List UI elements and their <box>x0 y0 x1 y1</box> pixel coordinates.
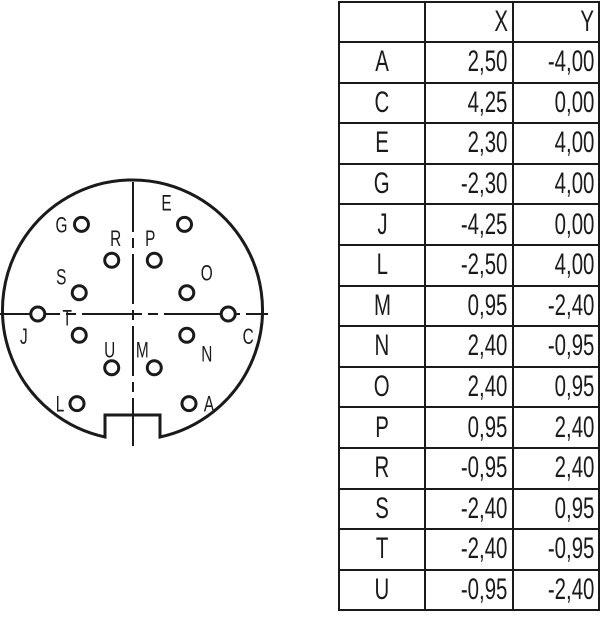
connector-pinout-diagram: A C E G J L M N O PR ST U <box>0 178 268 446</box>
cell-pin: E <box>337 122 427 165</box>
cell-pin: N <box>337 325 427 368</box>
pin-label: N <box>201 343 212 367</box>
table-row: J -4,25 0,00 <box>337 203 600 246</box>
pin-label: O <box>201 262 213 286</box>
pin-contact <box>219 305 237 323</box>
table-row: E 2,30 4,00 <box>337 122 600 165</box>
cell-pin: U <box>337 568 427 612</box>
cell-x: -2,40 <box>424 487 514 531</box>
pin-label: C <box>243 325 254 349</box>
table-row: A 2,50 -4,00 <box>337 41 600 84</box>
cell-x: 2,40 <box>424 325 514 368</box>
cell-x: -2,30 <box>424 162 514 206</box>
pin-label: R <box>110 228 121 252</box>
pin-label: A <box>204 393 215 417</box>
cell-pin: R <box>337 446 427 490</box>
cell-y: 2,40 <box>511 406 600 449</box>
cell-pin: C <box>337 81 427 125</box>
pin-label: T <box>63 307 73 331</box>
connector-outline <box>1 178 264 439</box>
table-row: R -0,95 2,40 <box>337 446 600 490</box>
pin-contact <box>68 395 86 413</box>
header-pin <box>337 1 427 43</box>
pin-label: M <box>136 339 149 363</box>
cell-y: 0,00 <box>511 203 600 246</box>
pin-contact <box>29 305 47 323</box>
pin-contact <box>180 395 198 413</box>
cell-x: 2,30 <box>424 122 514 165</box>
pin-label: J <box>20 325 28 349</box>
header-x: X <box>424 1 514 43</box>
cell-pin: M <box>337 284 427 328</box>
table-row: C 4,25 0,00 <box>337 81 600 125</box>
cell-y: -2,40 <box>511 284 600 328</box>
pin-label: U <box>104 339 115 363</box>
cell-x: 0,95 <box>424 284 514 328</box>
cell-y: -4,00 <box>511 41 600 84</box>
table-row: O 2,40 0,95 <box>337 365 600 409</box>
cell-y: -2,40 <box>511 568 600 612</box>
cell-pin: G <box>337 162 427 206</box>
pin-contact <box>103 359 121 377</box>
cell-y: 2,40 <box>511 446 600 490</box>
cell-pin: L <box>337 243 427 287</box>
table-header-row: X Y <box>337 1 600 43</box>
cell-x: 2,50 <box>424 41 514 84</box>
pin-contact <box>178 326 196 344</box>
cell-x: 2,40 <box>424 365 514 409</box>
pin-label: L <box>56 393 65 417</box>
cell-y: -0,95 <box>511 528 600 571</box>
pin-contact <box>70 326 88 344</box>
pin-label: S <box>56 266 66 290</box>
table-row: P 0,95 2,40 <box>337 406 600 449</box>
pin-contact <box>178 284 196 302</box>
cell-y: 0,00 <box>511 81 600 125</box>
cell-y: 0,95 <box>511 365 600 409</box>
cell-pin: A <box>337 41 427 84</box>
pin-label: G <box>55 214 67 238</box>
cell-x: -2,40 <box>424 528 514 571</box>
pin-contact <box>145 251 163 269</box>
pin-contact <box>70 284 88 302</box>
cell-x: 0,95 <box>424 406 514 449</box>
cell-x: 4,25 <box>424 81 514 125</box>
cell-pin: J <box>337 203 427 246</box>
table-row: T -2,40 -0,95 <box>337 528 600 571</box>
cell-y: 0,95 <box>511 487 600 531</box>
cell-pin: O <box>337 365 427 409</box>
pin-contact <box>72 215 90 233</box>
table-row: N 2,40 -0,95 <box>337 325 600 368</box>
cell-y: -0,95 <box>511 325 600 368</box>
cell-y: 4,00 <box>511 243 600 287</box>
pin-contact <box>103 251 121 269</box>
cell-x: -0,95 <box>424 446 514 490</box>
table-row: M 0,95 -2,40 <box>337 284 600 328</box>
pin-coordinate-table: X Y A 2,50 -4,00 C 4,25 0,00 E 2,30 4,00 G -2,30 4,… <box>337 1 600 612</box>
cell-y: 4,00 <box>511 162 600 206</box>
header-y: Y <box>511 1 600 43</box>
cell-pin: P <box>337 406 427 449</box>
pin-label: E <box>161 192 171 216</box>
table-row: G -2,30 4,00 <box>337 162 600 206</box>
pin-contact <box>145 359 163 377</box>
cell-x: -4,25 <box>424 203 514 246</box>
cell-x: -0,95 <box>424 568 514 612</box>
pin-contact <box>176 215 194 233</box>
table-row: L -2,50 4,00 <box>337 243 600 287</box>
table-row: U -0,95 -2,40 <box>337 568 600 612</box>
table-row: S -2,40 0,95 <box>337 487 600 531</box>
cell-y: 4,00 <box>511 122 600 165</box>
cell-x: -2,50 <box>424 243 514 287</box>
cell-pin: T <box>337 528 427 571</box>
cell-pin: S <box>337 487 427 531</box>
pin-label: P <box>145 228 155 252</box>
